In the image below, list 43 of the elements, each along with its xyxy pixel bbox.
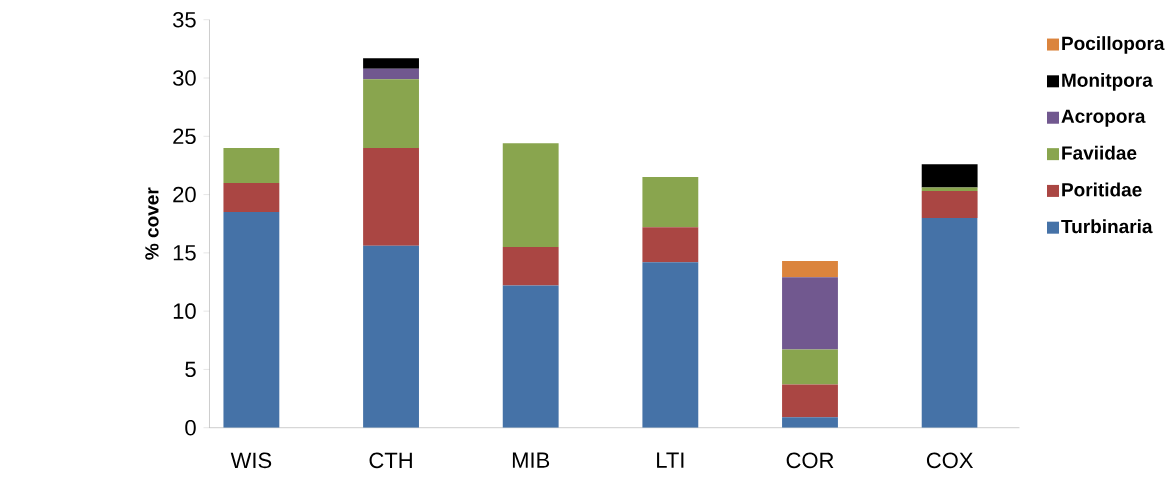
bar [223, 182, 280, 213]
legend-label: Pocillopora [1062, 36, 1165, 54]
bar [363, 245, 419, 428]
bar [363, 58, 419, 69]
y-tick-label: 25 [173, 128, 196, 145]
bar [782, 349, 838, 385]
legend-label: Acropora [1061, 109, 1146, 127]
bar [782, 384, 838, 418]
bar [921, 217, 978, 428]
bar [921, 164, 978, 188]
legend-label: Faviidae [1062, 145, 1137, 160]
y-tick-label: 10 [173, 303, 196, 319]
bar [921, 191, 978, 218]
legend-label: Turbinaria [1061, 219, 1153, 234]
bar [782, 261, 838, 278]
bar [502, 247, 559, 286]
y-tick-label: 15 [173, 245, 196, 261]
bar [223, 147, 280, 183]
y-axis-title: % cover [145, 187, 159, 260]
bar [782, 277, 838, 350]
legend-label: Poritidae [1062, 182, 1142, 197]
x-tick-label: COR [786, 452, 834, 469]
y-tick-label: 30 [172, 70, 196, 86]
bar [642, 177, 699, 228]
y-tick-label: 20 [173, 186, 196, 203]
x-tick-label: MIB [512, 452, 550, 468]
bar [363, 79, 419, 148]
bar [363, 68, 419, 80]
legend-label: Monitpora [1062, 72, 1153, 91]
y-tick-label: 0 [185, 419, 196, 436]
bar [502, 143, 559, 248]
bar [363, 147, 419, 246]
x-tick-label: COX [926, 452, 974, 469]
y-tick-label: 35 [172, 11, 196, 28]
x-tick-label: WIS [230, 452, 272, 469]
bar [642, 262, 699, 428]
y-tick-label: 5 [185, 361, 196, 378]
x-tick-label: CTH [369, 452, 412, 469]
bar [502, 285, 559, 428]
bar [782, 417, 838, 428]
x-tick-label: LTI [657, 452, 684, 468]
bar [642, 227, 699, 263]
bar [223, 212, 280, 428]
